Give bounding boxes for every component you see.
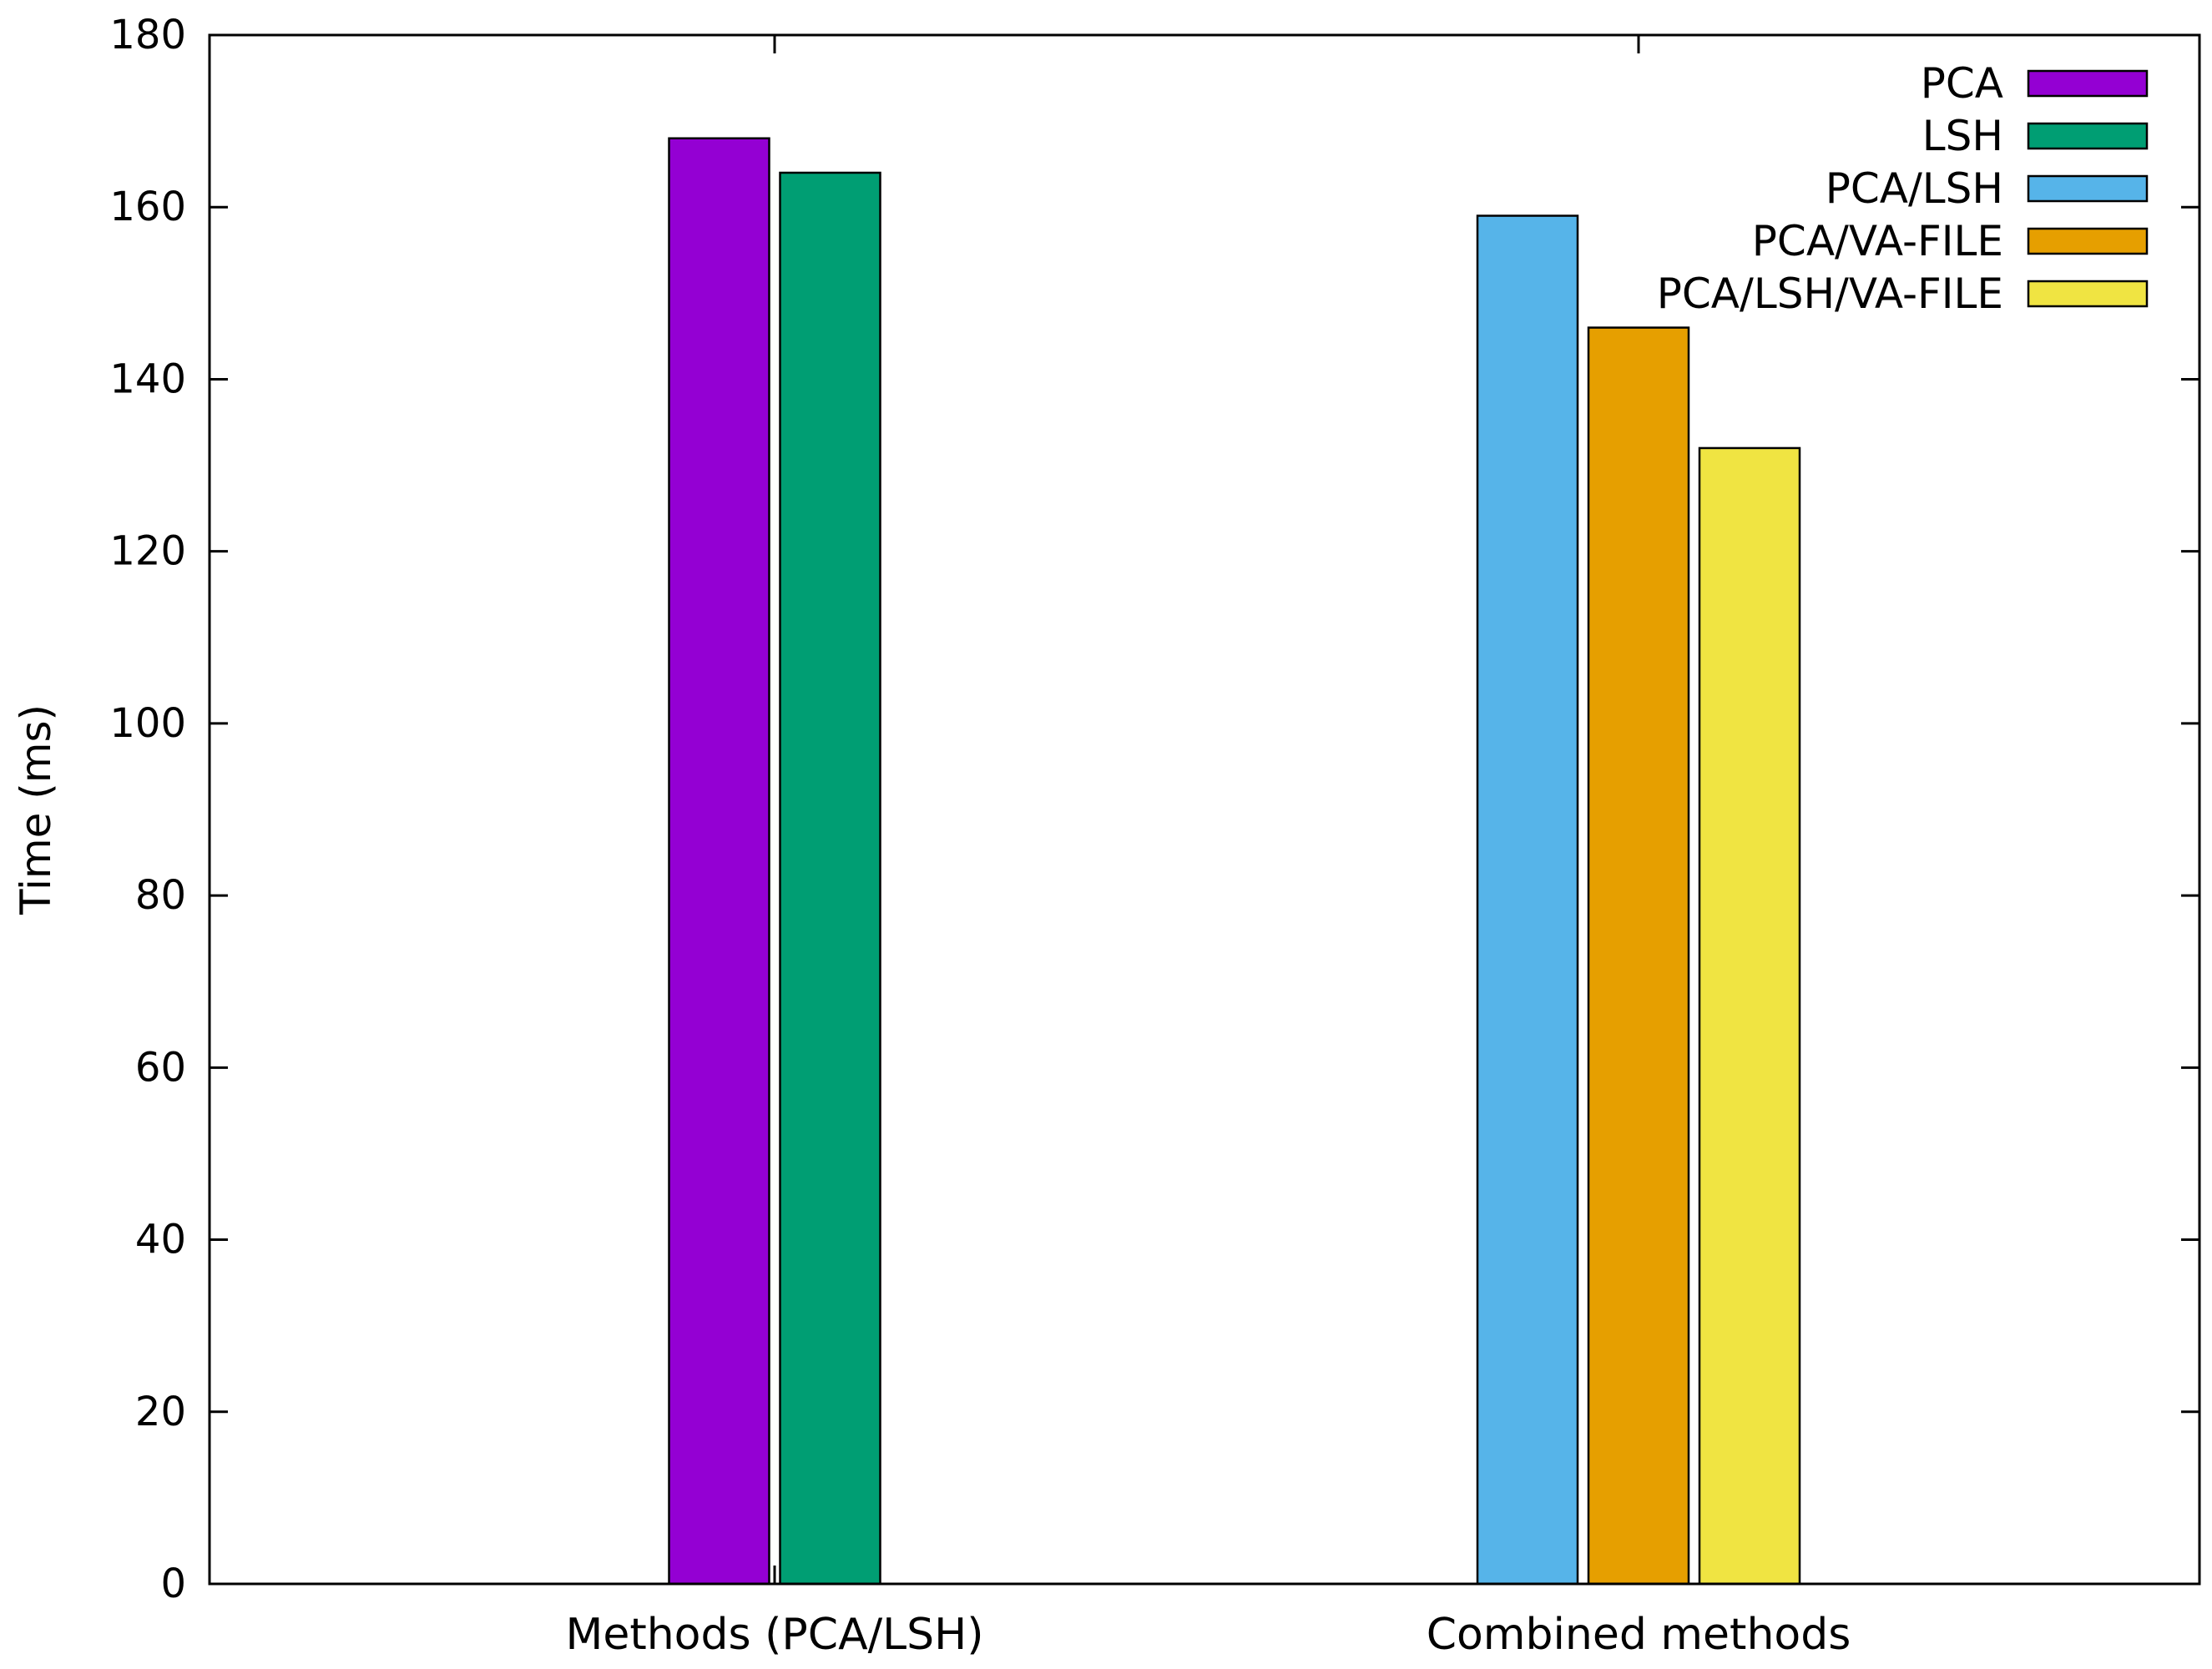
legend-label: LSH [1922,112,2003,160]
x-category-labels: Methods (PCA/LSH) Combined methods [565,1610,1851,1660]
legend-label: PCA/LSH/VA-FILE [1657,270,2003,318]
y-axis-title: Time (ms) [12,704,60,915]
bar-pca [668,137,770,1586]
y-tick-label: 40 [135,1217,186,1263]
legend-swatch [2027,122,2149,150]
tick-layer [210,33,2199,1586]
legend-label: PCA/VA-FILE [1752,217,2003,265]
bar-pca-va-file [1587,326,1690,1586]
legend-label: PCA/LSH [1826,164,2003,213]
plot-frame [208,33,2201,1586]
y-tick-label: 180 [109,12,186,58]
bar-pca-lsh-va-file [1698,446,1801,1586]
y-tick-label: 0 [160,1561,186,1607]
bars-layer [668,137,1801,1586]
legend-swatch [2027,227,2149,255]
x-category-label: Combined methods [1427,1610,1851,1660]
legend-swatch [2027,69,2149,98]
legend-swatch [2027,174,2149,203]
legend-swatch [2027,280,2149,308]
y-tick-label: 120 [109,528,186,575]
x-category-label: Methods (PCA/LSH) [565,1610,983,1660]
y-tick-labels: 0 20 40 60 80 100 120 140 160 180 [109,12,186,1607]
y-tick-label: 100 [109,700,186,747]
bar-lsh [779,171,881,1586]
y-tick-label: 20 [135,1389,186,1435]
y-tick-label: 160 [109,184,186,230]
y-tick-label: 80 [135,872,186,919]
y-tick-label: 60 [135,1044,186,1091]
legend-label: PCA [1921,59,2003,108]
bar-pca-lsh [1476,214,1579,1586]
y-tick-label: 140 [109,355,186,402]
